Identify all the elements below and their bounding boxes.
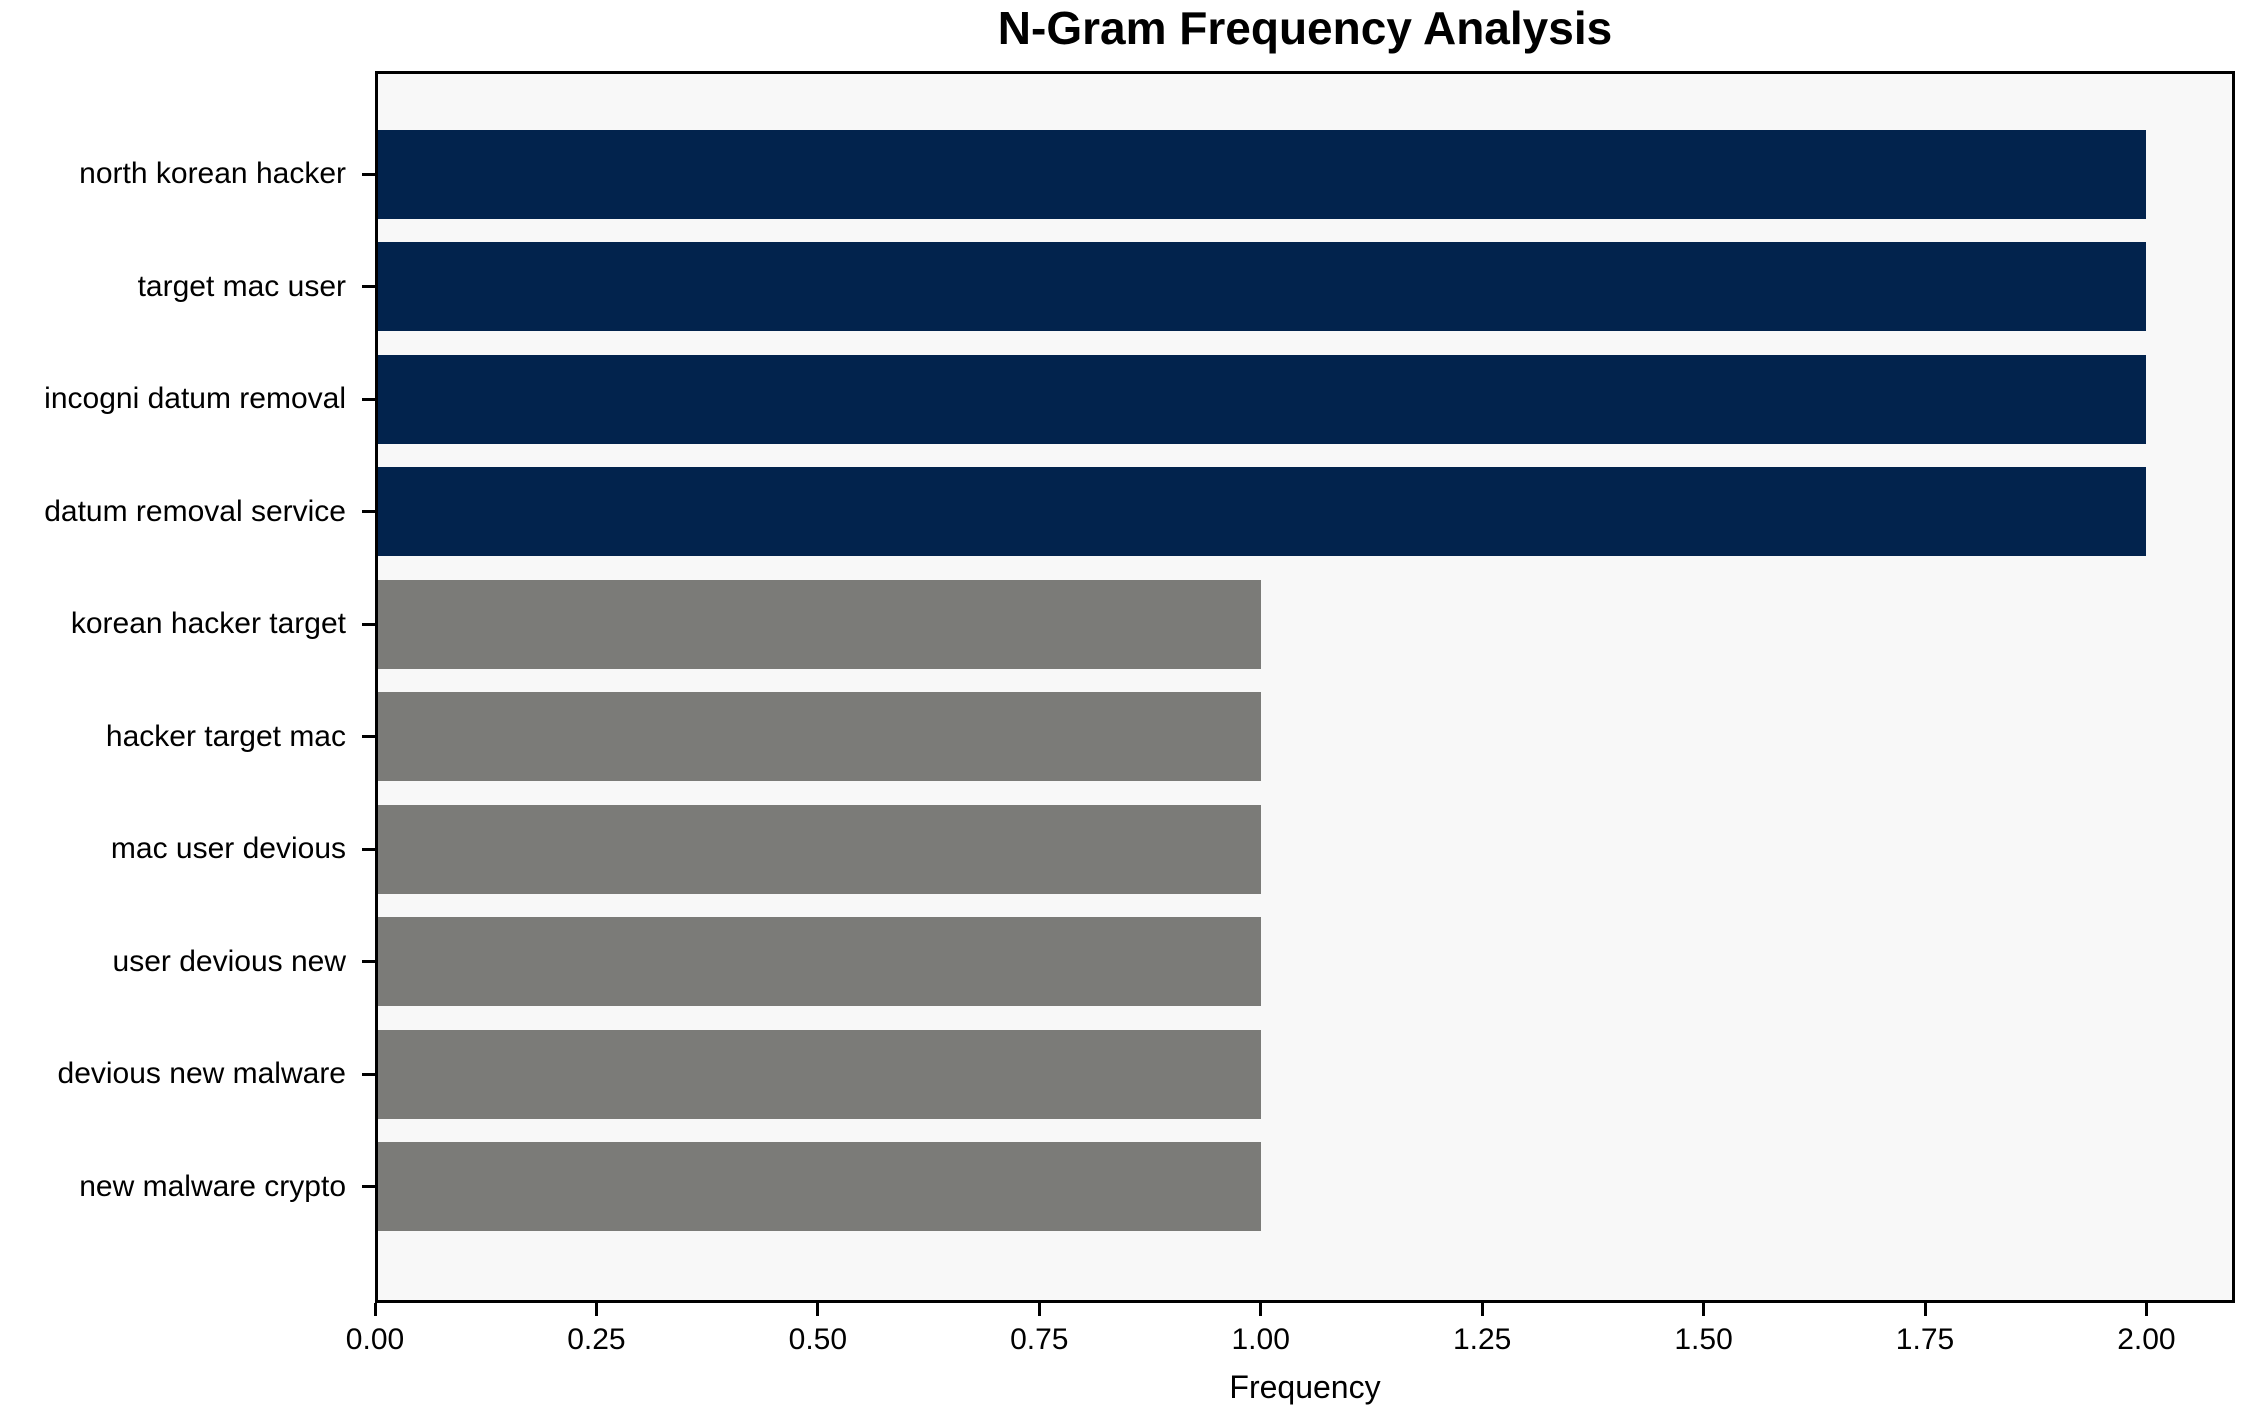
bar [375,692,1261,781]
y-tick-label: hacker target mac [105,719,346,753]
x-tick-mark [1923,1303,1927,1316]
y-tick-mark [362,172,375,176]
y-tick-mark [362,847,375,851]
x-tick-mark [1259,1303,1263,1316]
bar [375,242,2147,331]
y-tick-mark [362,285,375,288]
y-tick-mark [362,1072,375,1076]
y-tick-mark [362,397,375,401]
bar [375,1142,1261,1231]
x-tick-mark [1037,1303,1041,1316]
x-tick-mark [2144,1303,2148,1316]
x-tick-mark [1480,1303,1484,1316]
plot-area [375,71,2235,1303]
x-tick-label: 1.50 [1674,1323,1733,1356]
y-tick-mark [362,622,375,626]
bar [375,1029,1261,1119]
bar [375,917,1261,1006]
y-tick-label: devious new malware [57,1057,346,1090]
x-tick-label: 0.25 [567,1323,626,1356]
bar [375,129,2147,219]
y-tick-mark [362,960,375,963]
x-tick-label: 1.25 [1452,1323,1512,1356]
chart-title: N-Gram Frequency Analysis [997,2,1613,54]
bar [375,467,2147,556]
x-tick-mark [816,1303,820,1316]
y-tick-mark [362,735,375,738]
x-tick-label: 0.50 [788,1323,848,1356]
bar [375,804,1261,894]
x-tick-mark [1702,1303,1706,1316]
y-tick-label: target mac user [137,269,346,303]
y-tick-label: new malware crypto [79,1169,346,1203]
x-tick-label: 0.00 [345,1323,405,1356]
y-tick-label: mac user devious [110,832,346,865]
y-tick-mark [362,1185,375,1188]
y-tick-label: incogni datum removal [44,382,346,415]
x-tick-mark [594,1303,598,1316]
x-tick-mark [373,1303,377,1316]
y-tick-label: korean hacker target [70,607,346,640]
x-tick-label: 1.00 [1231,1323,1290,1356]
x-tick-label: 0.75 [1010,1323,1069,1356]
bar [375,579,1261,669]
bar [375,354,2147,444]
x-axis-label: Frequency [1229,1369,1381,1405]
x-tick-label: 2.00 [2117,1323,2176,1356]
x-tick-label: 1.75 [1895,1323,1955,1356]
y-tick-label: north korean hacker [79,157,346,190]
y-tick-label: user devious new [112,944,346,978]
y-tick-mark [362,510,375,513]
y-tick-label: datum removal service [44,494,346,528]
